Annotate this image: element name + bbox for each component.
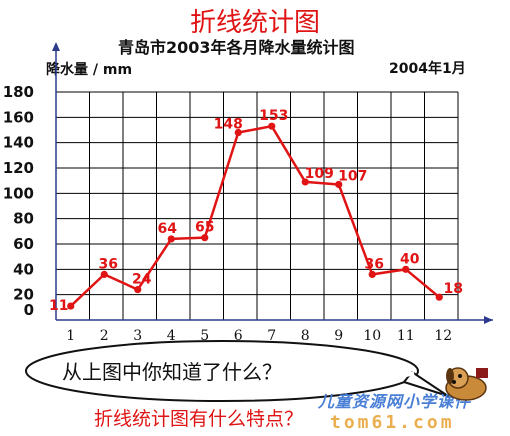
y-tick-label: 0 bbox=[24, 301, 34, 319]
data-point bbox=[67, 302, 75, 310]
data-point bbox=[167, 235, 175, 243]
x-tick-label: 5 bbox=[200, 328, 209, 344]
x-tick-label: 1 bbox=[66, 328, 75, 344]
grid bbox=[55, 91, 459, 320]
dog-logo-icon bbox=[445, 367, 488, 401]
data-label: 40 bbox=[400, 251, 420, 267]
x-tick-label: 12 bbox=[434, 328, 452, 344]
chart-title: 青岛市2003年各月降水量统计图 bbox=[118, 38, 355, 57]
bottom-question: 折线统计图有什么特点？ bbox=[94, 408, 304, 430]
data-point bbox=[100, 270, 108, 278]
y-tick-label: 180 bbox=[3, 83, 34, 101]
data-point bbox=[268, 122, 276, 130]
y-tick-label: 80 bbox=[13, 210, 34, 228]
page-title: 折线统计图 bbox=[189, 8, 320, 38]
data-point bbox=[301, 178, 309, 186]
watermark-domain: tom61.com bbox=[330, 412, 455, 433]
data-label: 109 bbox=[305, 166, 334, 182]
speech-bubble-tail bbox=[403, 371, 449, 397]
bubble-question: 从上图中你知道了什么？ bbox=[62, 360, 282, 384]
x-tick-label: 9 bbox=[334, 328, 343, 344]
data-label: 24 bbox=[132, 272, 152, 288]
data-point bbox=[435, 293, 443, 301]
data-label: 18 bbox=[444, 281, 463, 297]
y-tick-label: 160 bbox=[3, 108, 34, 126]
data-points bbox=[67, 122, 443, 310]
y-axis-label: 降水量 / mm bbox=[46, 62, 133, 78]
x-tick-label: 2 bbox=[100, 328, 109, 344]
y-tick-label: 40 bbox=[13, 260, 34, 278]
x-tick-label: 3 bbox=[133, 328, 142, 344]
y-tick-label: 60 bbox=[13, 235, 34, 253]
data-label: 36 bbox=[365, 256, 384, 272]
y-axis-arrow-icon bbox=[52, 42, 60, 51]
axes bbox=[52, 42, 493, 324]
date-label: 2004年1月 bbox=[389, 61, 466, 77]
watermark-text: 儿童资源网小学课件 bbox=[318, 392, 472, 411]
data-point bbox=[134, 286, 142, 294]
x-tick-label: 6 bbox=[234, 328, 243, 344]
data-point bbox=[335, 180, 343, 189]
data-label: 153 bbox=[259, 108, 288, 124]
data-label: 36 bbox=[99, 256, 118, 272]
data-label: 11 bbox=[49, 298, 68, 314]
y-tick-label: 20 bbox=[13, 286, 34, 304]
series-line bbox=[69, 124, 441, 307]
y-tick-label: 100 bbox=[3, 184, 34, 202]
x-tick-label: 7 bbox=[267, 328, 276, 344]
x-tick-label: 10 bbox=[363, 328, 381, 344]
y-tick-label: 120 bbox=[3, 159, 34, 177]
data-label: 65 bbox=[195, 220, 214, 236]
y-tick-label: 140 bbox=[3, 134, 34, 152]
x-tick-label: 4 bbox=[167, 328, 176, 344]
data-point bbox=[368, 270, 376, 278]
data-labels: 11 36 24 64 65 148 153 109 107 36 40 18 bbox=[49, 108, 463, 314]
x-tick-label: 11 bbox=[397, 328, 415, 344]
x-tick-label: 8 bbox=[301, 328, 310, 344]
data-label: 64 bbox=[158, 221, 178, 237]
data-point bbox=[234, 128, 242, 137]
x-axis-arrow-icon bbox=[484, 316, 493, 324]
data-point bbox=[402, 265, 410, 273]
data-label: 107 bbox=[338, 168, 367, 184]
series-polyline bbox=[69, 124, 441, 307]
speech-bubble bbox=[25, 340, 419, 402]
data-label: 148 bbox=[214, 117, 243, 133]
data-point bbox=[201, 234, 209, 242]
